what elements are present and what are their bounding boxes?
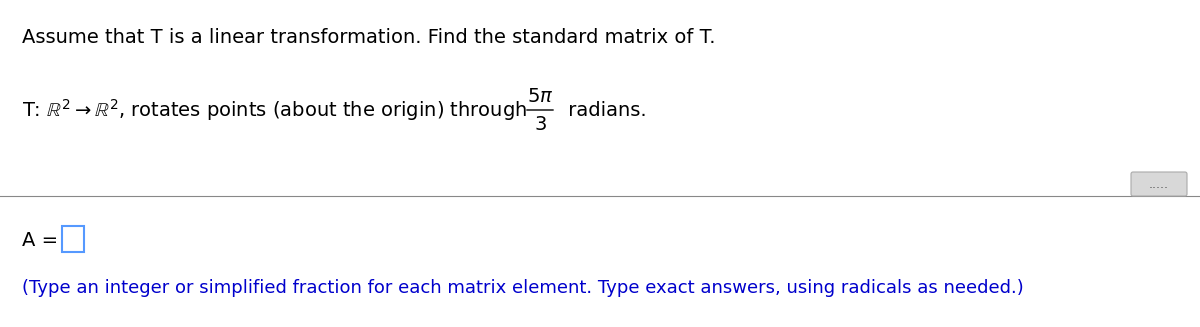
Text: A =: A = <box>22 231 58 250</box>
Text: $5\pi$: $5\pi$ <box>527 87 553 106</box>
Text: .....: ..... <box>1150 178 1169 191</box>
Text: $3$: $3$ <box>534 114 546 133</box>
Text: (Type an integer or simplified fraction for each matrix element. Type exact answ: (Type an integer or simplified fraction … <box>22 279 1024 297</box>
FancyBboxPatch shape <box>1132 172 1187 196</box>
Text: radians.: radians. <box>562 100 647 119</box>
Text: Assume that T is a linear transformation. Find the standard matrix of T.: Assume that T is a linear transformation… <box>22 28 715 47</box>
Text: T: $\mathbb{R}^2$$\rightarrow$$\mathbb{R}^2$, rotates points (about the origin) : T: $\mathbb{R}^2$$\rightarrow$$\mathbb{R… <box>22 97 527 123</box>
Bar <box>62 226 84 252</box>
